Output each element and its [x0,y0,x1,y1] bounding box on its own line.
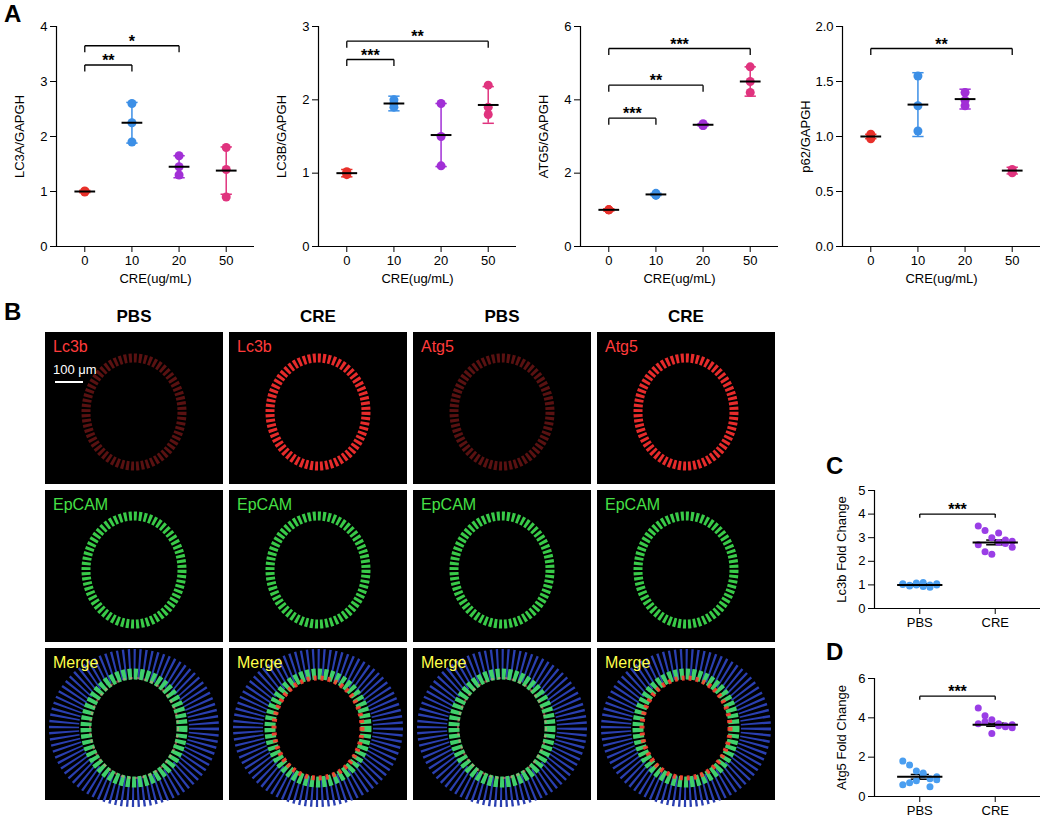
svg-text:2: 2 [302,92,309,107]
svg-text:PBS: PBS [117,307,152,326]
svg-text:ATG5/GAPGH: ATG5/GAPGH [536,95,551,179]
svg-text:EpCAM: EpCAM [421,496,476,513]
svg-text:***: *** [948,683,967,700]
svg-text:CRE(ug/mL): CRE(ug/mL) [381,271,453,286]
svg-text:0.5: 0.5 [815,184,833,199]
svg-text:PBS: PBS [907,615,933,630]
svg-text:10: 10 [649,253,663,268]
svg-text:CRE(ug/mL): CRE(ug/mL) [119,271,191,286]
svg-text:LC3A/GAPGH: LC3A/GAPGH [12,95,27,178]
svg-text:Atg5: Atg5 [605,338,638,355]
svg-text:20: 20 [172,253,186,268]
svg-text:Merge: Merge [237,654,282,671]
svg-text:CRE: CRE [300,307,336,326]
svg-text:**: ** [102,52,115,69]
svg-text:2.0: 2.0 [815,19,833,34]
html-text:C: C [826,452,844,479]
svg-text:CRE(ug/mL): CRE(ug/mL) [905,271,977,286]
svg-text:Atg5: Atg5 [421,338,454,355]
svg-text:10: 10 [125,253,139,268]
html-text:A: A [4,0,22,27]
svg-text:1.0: 1.0 [815,129,833,144]
svg-text:6: 6 [564,19,571,34]
svg-text:CRE(ug/mL): CRE(ug/mL) [643,271,715,286]
svg-text:CRE: CRE [982,803,1010,818]
svg-text:4: 4 [40,19,47,34]
svg-text:0: 0 [81,253,88,268]
svg-text:Atg5 Fold Change: Atg5 Fold Change [834,685,849,790]
html-text:D: D [826,638,844,665]
svg-text:0: 0 [564,239,571,254]
svg-text:2: 2 [40,129,47,144]
svg-text:Merge: Merge [421,654,466,671]
svg-text:3: 3 [858,530,865,545]
svg-text:Lc3b: Lc3b [53,338,88,355]
svg-text:p62/GAPGH: p62/GAPGH [798,100,813,172]
svg-text:***: *** [948,501,967,518]
svg-text:100 μm: 100 μm [53,362,97,377]
svg-text:EpCAM: EpCAM [53,496,108,513]
svg-text:2: 2 [564,165,571,180]
svg-text:***: *** [623,105,642,122]
svg-text:**: ** [650,72,663,89]
svg-text:10: 10 [387,253,401,268]
svg-text:Merge: Merge [53,654,98,671]
svg-text:1.5: 1.5 [815,74,833,89]
svg-text:1: 1 [858,577,865,592]
svg-text:2: 2 [858,553,865,568]
svg-text:20: 20 [434,253,448,268]
svg-text:CRE: CRE [982,615,1010,630]
svg-text:4: 4 [564,92,571,107]
svg-text:**: ** [411,28,424,45]
svg-text:0: 0 [605,253,612,268]
svg-text:1: 1 [302,165,309,180]
svg-text:Lc3b Fold Change: Lc3b Fold Change [834,496,849,602]
svg-text:EpCAM: EpCAM [237,496,292,513]
svg-text:0: 0 [858,601,865,616]
svg-text:0: 0 [867,253,874,268]
svg-text:10: 10 [911,253,925,268]
svg-text:50: 50 [481,253,495,268]
svg-text:6: 6 [858,671,865,686]
svg-text:EpCAM: EpCAM [605,496,660,513]
svg-text:50: 50 [219,253,233,268]
svg-text:PBS: PBS [485,307,520,326]
svg-text:0.0: 0.0 [815,239,833,254]
svg-text:**: ** [935,36,948,53]
svg-text:CRE: CRE [668,307,704,326]
svg-text:*: * [129,33,136,50]
svg-text:5: 5 [858,483,865,498]
svg-text:20: 20 [696,253,710,268]
svg-text:0: 0 [858,789,865,804]
svg-text:0: 0 [343,253,350,268]
svg-text:1: 1 [40,184,47,199]
svg-text:50: 50 [743,253,757,268]
svg-text:PBS: PBS [907,803,933,818]
svg-text:0: 0 [302,239,309,254]
svg-text:20: 20 [958,253,972,268]
svg-text:***: *** [361,47,380,64]
svg-text:4: 4 [858,506,865,521]
svg-text:4: 4 [858,710,865,725]
svg-text:2: 2 [858,749,865,764]
svg-text:3: 3 [302,19,309,34]
svg-text:Lc3b: Lc3b [237,338,272,355]
svg-text:0: 0 [40,239,47,254]
svg-text:50: 50 [1005,253,1019,268]
svg-text:LC3B/GAPGH: LC3B/GAPGH [274,95,289,178]
svg-text:***: *** [670,36,689,53]
svg-text:3: 3 [40,74,47,89]
svg-text:Merge: Merge [605,654,650,671]
html-text:B: B [4,298,22,325]
